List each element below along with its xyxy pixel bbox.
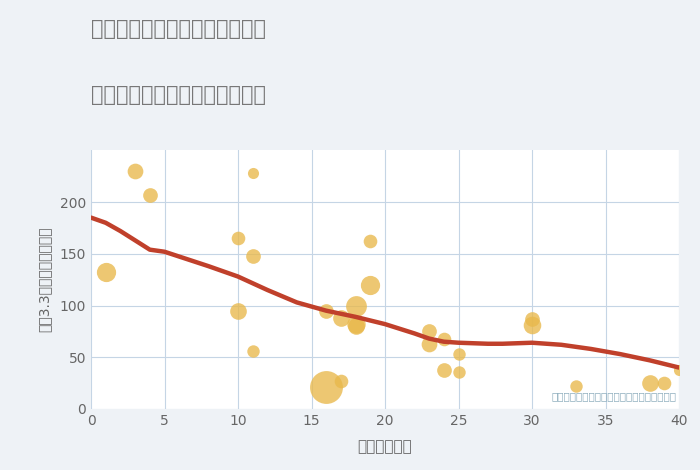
- Text: 兵庫県たつの市揖保川町黍田の: 兵庫県たつの市揖保川町黍田の: [91, 19, 266, 39]
- Point: [130, 167, 141, 175]
- Point: [673, 366, 685, 373]
- Point: [247, 347, 258, 355]
- Point: [335, 314, 346, 321]
- Point: [350, 322, 361, 330]
- Point: [424, 328, 435, 335]
- X-axis label: 築年数（年）: 築年数（年）: [358, 439, 412, 454]
- Point: [453, 368, 464, 376]
- Point: [526, 321, 538, 329]
- Point: [247, 169, 258, 177]
- Y-axis label: 坪（3.3㎡）単価（万円）: 坪（3.3㎡）単価（万円）: [37, 227, 51, 332]
- Point: [365, 281, 376, 289]
- Point: [526, 315, 538, 323]
- Point: [438, 366, 449, 373]
- Point: [100, 269, 111, 276]
- Point: [424, 340, 435, 347]
- Point: [247, 252, 258, 259]
- Point: [365, 238, 376, 245]
- Point: [350, 302, 361, 309]
- Point: [453, 350, 464, 358]
- Point: [644, 379, 655, 387]
- Point: [570, 383, 582, 390]
- Point: [335, 377, 346, 385]
- Point: [350, 321, 361, 328]
- Point: [144, 191, 155, 199]
- Point: [438, 335, 449, 342]
- Point: [232, 307, 244, 314]
- Point: [321, 384, 332, 391]
- Text: 築年数別中古マンション坪単価: 築年数別中古マンション坪単価: [91, 85, 266, 105]
- Text: 円の大きさは、取引のあった物件面積を示す: 円の大きさは、取引のあった物件面積を示す: [551, 392, 676, 402]
- Point: [232, 235, 244, 242]
- Point: [321, 307, 332, 314]
- Point: [659, 379, 670, 387]
